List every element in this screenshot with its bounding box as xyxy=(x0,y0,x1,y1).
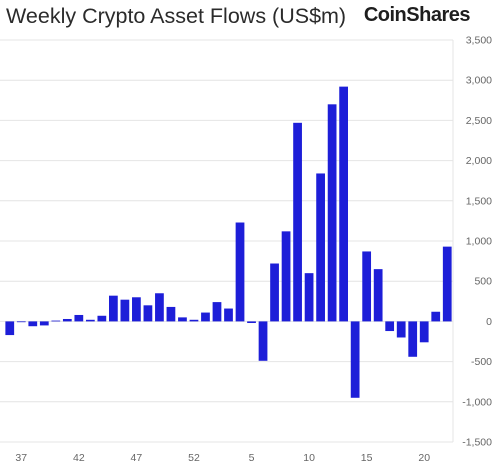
y-tick-label: 3,000 xyxy=(466,75,492,87)
bar xyxy=(316,173,325,322)
bar xyxy=(212,302,222,322)
bar xyxy=(270,263,279,322)
bar xyxy=(155,293,164,322)
bar xyxy=(224,308,233,322)
bar xyxy=(39,321,49,326)
coinshares-logo: CoinShares xyxy=(363,4,471,26)
y-tick-label: -1,000 xyxy=(462,396,492,408)
bar xyxy=(143,305,153,322)
y-tick-label: 1,000 xyxy=(466,236,492,248)
bar xyxy=(28,321,38,327)
y-tick-label: 0 xyxy=(486,316,492,328)
x-tick-label: 20 xyxy=(418,452,430,464)
bar xyxy=(431,311,441,322)
y-tick-label: 500 xyxy=(474,276,492,288)
bar xyxy=(5,321,15,336)
bar xyxy=(16,321,26,323)
y-tick-label: -1,500 xyxy=(462,437,492,449)
bar xyxy=(166,306,176,322)
x-tick-label: 52 xyxy=(188,452,200,464)
x-tick-label: 10 xyxy=(303,452,315,464)
bar xyxy=(408,321,418,357)
bar xyxy=(178,317,187,322)
bar xyxy=(62,318,72,322)
bar xyxy=(74,314,84,322)
chart-title: Weekly Crypto Asset Flows (US$m) xyxy=(6,4,347,28)
bar xyxy=(339,86,348,322)
x-tick-label: 5 xyxy=(249,452,255,464)
bar xyxy=(97,315,107,322)
bar xyxy=(201,312,210,322)
y-tick-label: 3,500 xyxy=(466,35,492,47)
bar xyxy=(350,321,360,398)
bar xyxy=(281,231,291,322)
y-tick-label: 1,500 xyxy=(466,195,492,207)
bar xyxy=(373,269,383,322)
bar xyxy=(304,273,314,322)
bar xyxy=(442,246,452,322)
x-tick-label: 15 xyxy=(361,452,373,464)
y-tick-label: 2,500 xyxy=(466,115,492,127)
bar xyxy=(85,319,95,322)
bar xyxy=(109,295,118,322)
bar xyxy=(235,222,245,322)
bar xyxy=(419,321,429,343)
y-tick-label: 2,000 xyxy=(466,155,492,167)
bar xyxy=(327,104,337,322)
x-tick-label: 47 xyxy=(131,452,143,464)
y-tick-label: -500 xyxy=(471,356,492,368)
bar xyxy=(385,321,395,332)
bar xyxy=(396,321,406,338)
bar xyxy=(293,122,302,322)
bar xyxy=(120,299,130,322)
bar xyxy=(132,297,141,322)
bar xyxy=(247,321,256,324)
bar xyxy=(362,251,372,322)
x-tick-label: 42 xyxy=(73,452,85,464)
x-tick-label: 37 xyxy=(15,452,27,464)
bar xyxy=(189,319,199,322)
bar xyxy=(51,320,61,322)
bar xyxy=(258,321,268,361)
